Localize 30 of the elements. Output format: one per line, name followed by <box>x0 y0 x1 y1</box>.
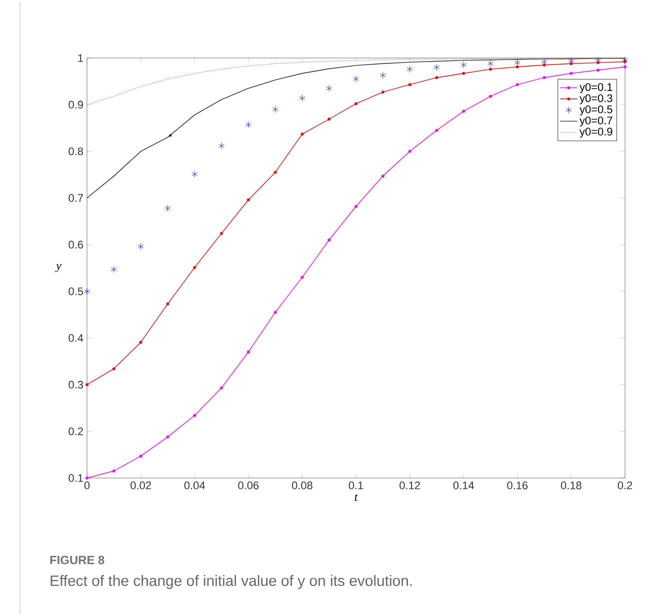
x-tick-label: 0.08 <box>292 482 312 490</box>
x-tick-label: 0.1 <box>348 482 364 490</box>
y-tick-label: 0.9 <box>68 100 83 109</box>
y-tick-label: 0.3 <box>68 380 83 389</box>
x-tick-label: 0 <box>84 482 90 490</box>
y-tick-label: 0.1 <box>68 474 83 482</box>
y-tick-label: 0.5 <box>68 287 84 296</box>
x-axis-title: t <box>354 494 358 501</box>
x-tick-label: 0.04 <box>184 482 205 490</box>
y-tick-label: 1 <box>78 54 83 62</box>
x-tick-label: 0.14 <box>453 482 474 490</box>
legend-label: y0=0.9 <box>580 128 612 138</box>
y-axis-title: y <box>55 264 62 272</box>
y-tick-label: 0.2 <box>68 427 83 436</box>
legend-label: y0=0.3 <box>580 94 612 104</box>
caption: FIGURE 8 <box>50 556 104 564</box>
y-tick-label: 0.6 <box>68 240 83 249</box>
x-tick-label: 0.12 <box>400 482 420 490</box>
x-tick-label: 0.06 <box>238 482 259 490</box>
legend-label: y0=0.5 <box>580 105 612 116</box>
x-tick-label: 0.16 <box>507 482 528 490</box>
legend-label: y0=0.7 <box>580 116 612 127</box>
legend-label: y0=0.1 <box>580 83 612 94</box>
y-tick-label: 0.4 <box>68 334 84 342</box>
x-tick-label: 0.18 <box>560 482 582 490</box>
y-tick-label: 0.7 <box>68 194 83 202</box>
text: Effect of the change of initial value of y on its evolution. <box>50 575 412 589</box>
y-tick-label: 0.8 <box>68 147 83 156</box>
x-tick-label: 0.2 <box>618 482 632 490</box>
x-tick-label: 0.02 <box>130 482 151 490</box>
